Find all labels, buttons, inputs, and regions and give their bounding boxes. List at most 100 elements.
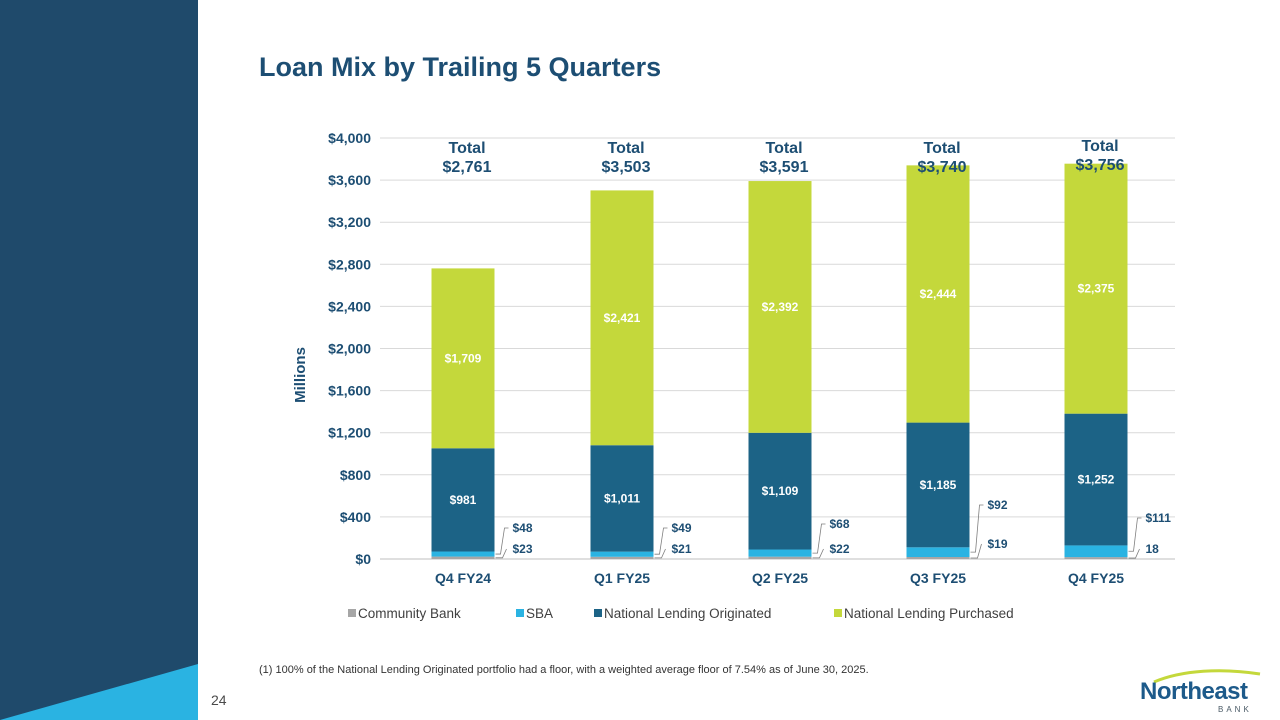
legend-swatch-national-lending-originated (594, 609, 602, 617)
data-label-sba: $111 (1146, 511, 1172, 525)
sidebar-panel (0, 0, 198, 720)
total-value: $3,756 (1076, 157, 1125, 174)
leader-line (654, 548, 666, 559)
data-label-national-lending-purchased: $1,709 (445, 351, 482, 365)
leader-line (812, 523, 826, 554)
leader-line (970, 504, 984, 553)
y-tick-label: $0 (355, 551, 371, 567)
bar-national-lending-originated (906, 422, 970, 548)
bars (431, 163, 1128, 559)
bar-sba (590, 551, 654, 557)
legend-label-community-bank: Community Bank (358, 606, 461, 621)
x-tick-label: Q2 FY25 (752, 570, 808, 586)
y-tick-label: $3,200 (328, 214, 371, 230)
leader-line (970, 543, 982, 559)
bar-community-bank (1064, 557, 1128, 559)
bar-national-lending-originated (748, 432, 812, 550)
total-labels: Total $2,761 Total $3,503 Total $3,591 Total $3… (443, 138, 1125, 176)
total-heading: Total (1081, 138, 1118, 155)
total-value: $2,761 (443, 159, 492, 176)
leader-line (812, 548, 824, 559)
data-label-national-lending-originated: $981 (450, 493, 477, 507)
slide-title: Loan Mix by Trailing 5 Quarters (259, 52, 662, 82)
data-label-community-bank: $19 (988, 537, 1008, 551)
bar-national-lending-purchased (748, 181, 812, 433)
data-label-national-lending-originated: $1,252 (1078, 473, 1115, 487)
total-heading: Total (923, 140, 960, 157)
logo-subtext: BANK (1218, 705, 1252, 714)
leader-line (1128, 548, 1140, 559)
y-tick-label: $2,000 (328, 341, 371, 357)
bar-national-lending-purchased (1064, 163, 1128, 414)
bar-national-lending-purchased (590, 190, 654, 446)
footnote: (1) 100% of the National Lending Origina… (259, 664, 869, 676)
stacked-bar-chart: $0 $400 $800 $1,200 $1,600 $2,000 $2,400 $2,800… (292, 130, 1175, 621)
y-tick-label: $3,600 (328, 172, 371, 188)
page-number: 24 (211, 692, 227, 708)
data-label-national-lending-originated: $1,011 (604, 491, 640, 505)
x-tick-label: Q4 FY24 (435, 570, 491, 586)
bar-sba (906, 547, 970, 558)
data-label-community-bank: $21 (672, 542, 692, 556)
data-label-sba: $68 (830, 517, 850, 531)
data-label-national-lending-purchased: $2,421 (604, 311, 641, 325)
bar-community-bank (431, 556, 495, 559)
data-label-national-lending-purchased: $2,392 (762, 300, 799, 314)
bar-sba (748, 549, 812, 557)
sidebar-accent (0, 664, 198, 720)
legend: Community Bank SBA National Lending Origin… (348, 606, 1014, 621)
logo-wordmark: Northeast (1140, 678, 1248, 705)
data-label-sba: $48 (513, 521, 533, 535)
data-label-national-lending-purchased: $2,375 (1078, 282, 1115, 296)
northeast-bank-logo: Northeast BANK (1134, 668, 1264, 718)
y-axis-ticks: $0 $400 $800 $1,200 $1,600 $2,000 $2,400 $2,800… (328, 130, 371, 567)
data-label-sba: $49 (672, 521, 692, 535)
y-tick-label: $800 (340, 467, 371, 483)
legend-swatch-national-lending-purchased (834, 609, 842, 617)
y-tick-label: $4,000 (328, 130, 371, 146)
y-tick-label: $2,400 (328, 298, 371, 314)
legend-swatch-sba (516, 609, 524, 617)
total-heading: Total (607, 140, 644, 157)
y-tick-label: $2,800 (328, 256, 371, 272)
x-tick-label: Q1 FY25 (594, 570, 650, 586)
bar-sba (431, 551, 495, 557)
bar-community-bank (906, 557, 970, 559)
total-heading: Total (765, 140, 802, 157)
x-tick-label: Q4 FY25 (1068, 570, 1124, 586)
x-axis-ticks: Q4 FY24 Q1 FY25 Q2 FY25 Q3 FY25 Q4 FY25 (435, 570, 1124, 586)
leader-line (495, 548, 507, 559)
data-label-sba: $92 (988, 498, 1008, 512)
total-value: $3,503 (602, 159, 651, 176)
leader-line (1128, 517, 1142, 552)
data-label-community-bank: 18 (1146, 542, 1160, 556)
bar-sba (1064, 545, 1128, 558)
bar-national-lending-purchased (431, 268, 495, 449)
leader-line (654, 527, 668, 555)
bar-national-lending-purchased (906, 165, 970, 423)
data-label-national-lending-originated: $1,185 (920, 478, 957, 492)
legend-label-national-lending-originated: National Lending Originated (604, 606, 771, 621)
y-tick-label: $400 (340, 509, 371, 525)
y-axis-label: Millions (292, 347, 309, 403)
bar-national-lending-originated (1064, 413, 1128, 546)
data-label-national-lending-purchased: $2,444 (920, 287, 957, 301)
leader-line (495, 527, 509, 555)
total-value: $3,591 (760, 159, 809, 176)
data-labels: $981 $1,709 $48 $23 $1,011 $2,421 $49 $21 $1,109… (445, 282, 1172, 559)
data-label-community-bank: $22 (830, 542, 850, 556)
logo-swoosh-icon (1153, 669, 1261, 684)
data-label-national-lending-originated: $1,109 (762, 484, 799, 498)
bar-national-lending-originated (590, 445, 654, 552)
y-tick-label: $1,200 (328, 425, 371, 441)
total-heading: Total (448, 140, 485, 157)
bar-community-bank (748, 556, 812, 559)
legend-label-sba: SBA (526, 606, 553, 621)
legend-swatch-community-bank (348, 609, 356, 617)
x-tick-label: Q3 FY25 (910, 570, 966, 586)
y-tick-label: $1,600 (328, 383, 371, 399)
legend-label-national-lending-purchased: National Lending Purchased (844, 606, 1014, 621)
total-value: $3,740 (918, 159, 967, 176)
bar-community-bank (590, 556, 654, 559)
data-label-community-bank: $23 (513, 542, 533, 556)
